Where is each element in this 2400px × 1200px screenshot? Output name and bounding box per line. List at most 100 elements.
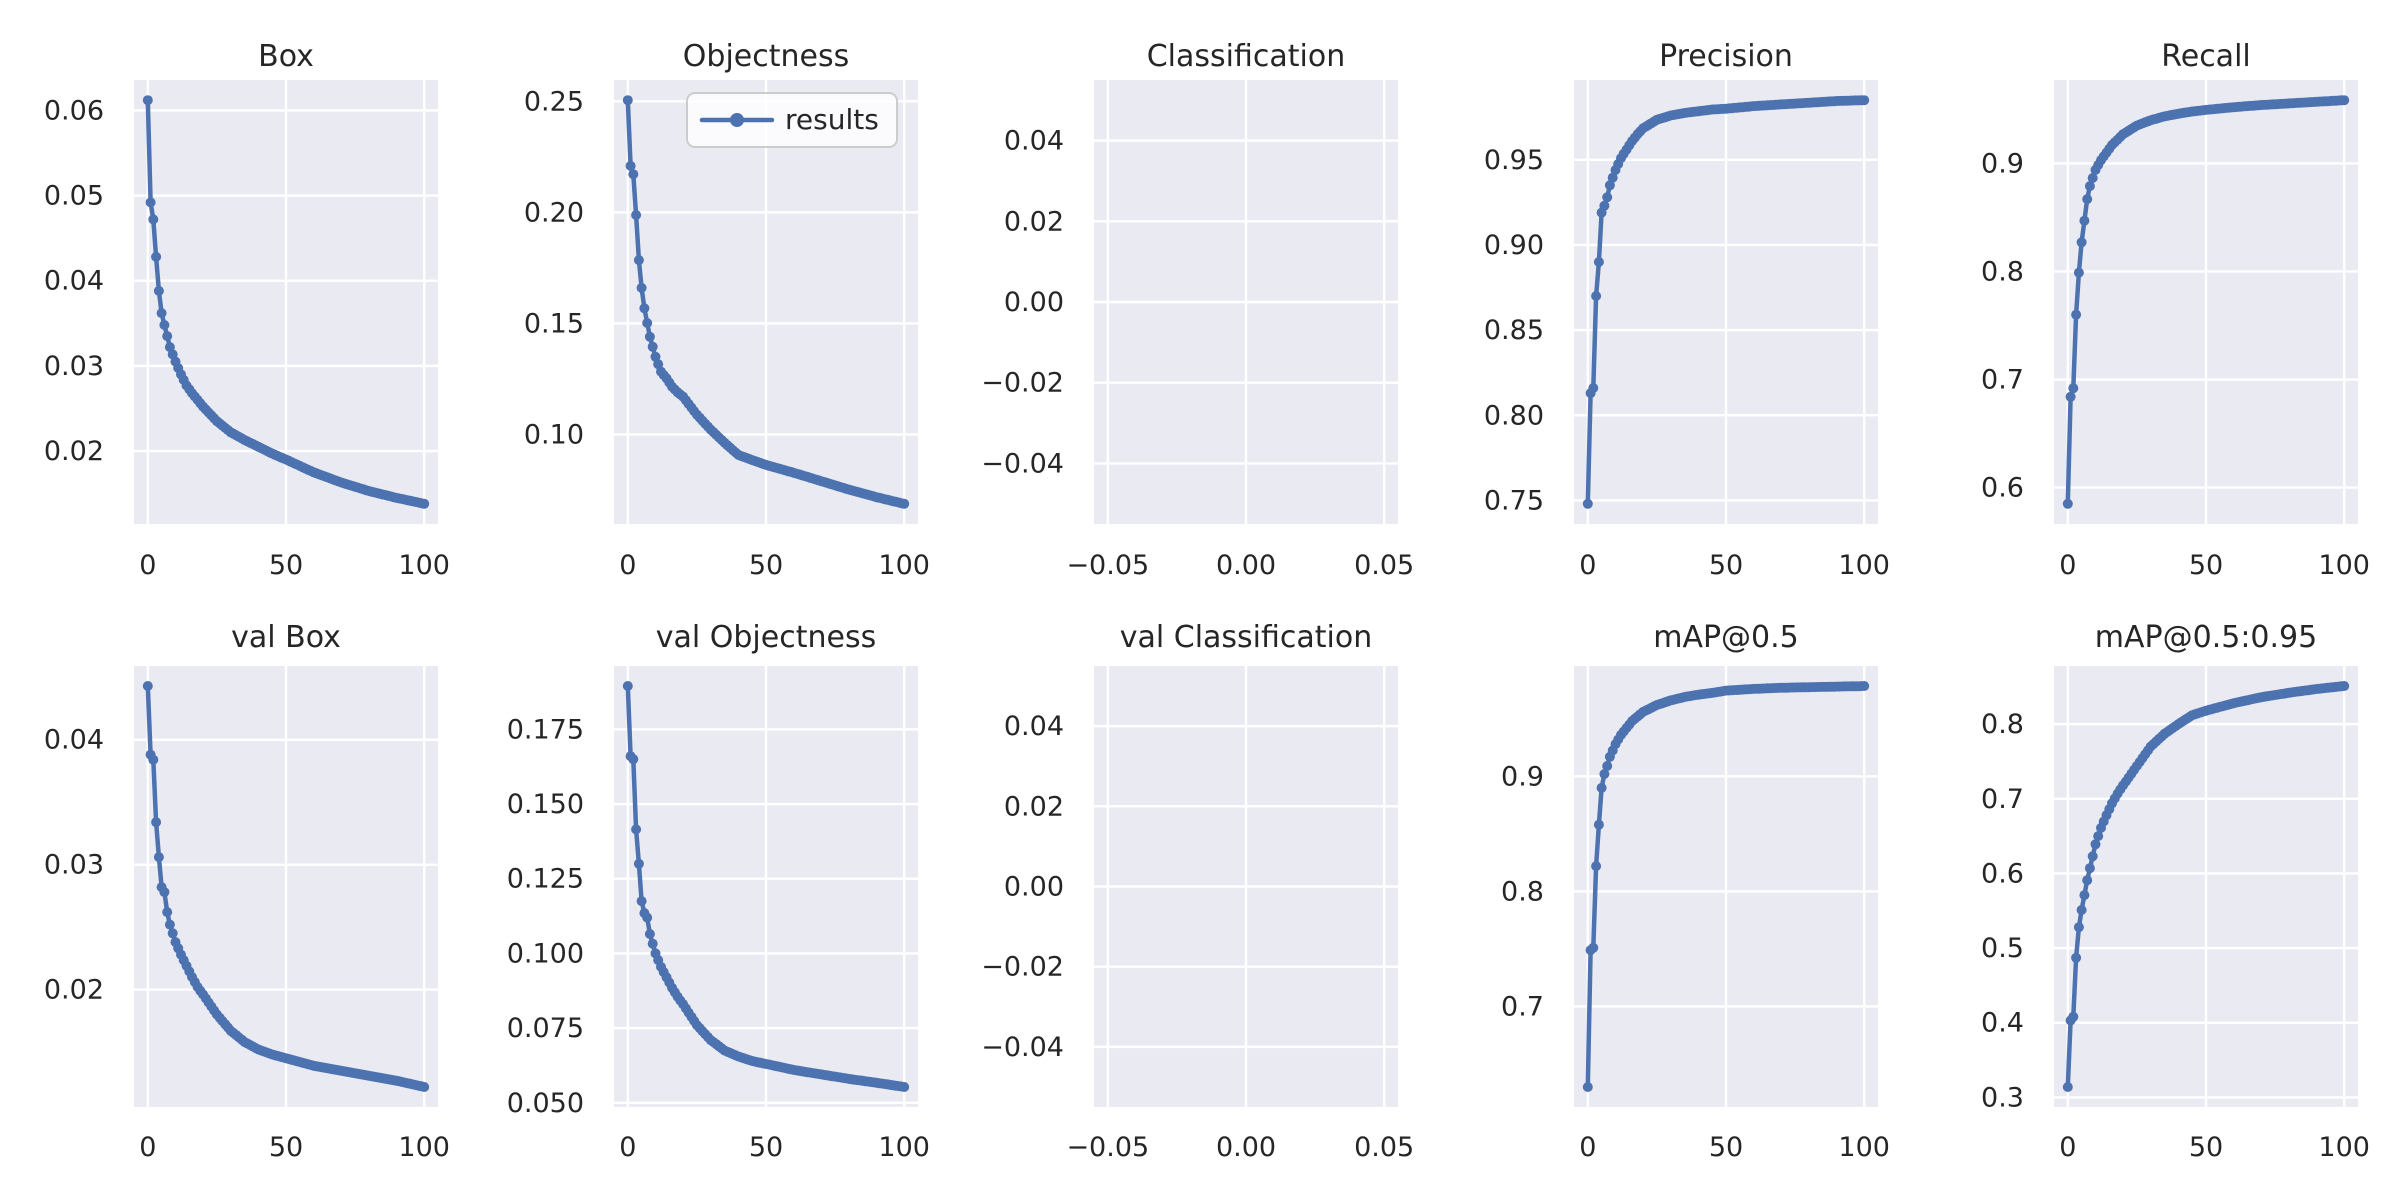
x-tick-label: −0.05 bbox=[1066, 550, 1149, 581]
series-marker bbox=[899, 498, 910, 509]
series-marker bbox=[2093, 831, 2104, 842]
x-tick-label: 0 bbox=[619, 1132, 636, 1163]
series-marker bbox=[2071, 309, 2082, 320]
series-marker bbox=[2087, 851, 2098, 862]
x-tick-label: 100 bbox=[878, 550, 930, 581]
x-tick-label: 100 bbox=[1838, 550, 1890, 581]
y-tick-label: 0.75 bbox=[1484, 485, 1544, 516]
series-marker bbox=[2062, 498, 2073, 509]
y-tick-label: 0.5 bbox=[1981, 933, 2024, 964]
series-marker bbox=[156, 308, 167, 319]
series-marker bbox=[151, 817, 162, 828]
subplot-val-classification: −0.05 0.00 0.05 −0.04 −0.02 0.00 0.02 0.04 val C… bbox=[960, 600, 1440, 1200]
series-marker bbox=[2068, 1011, 2079, 1022]
series-marker bbox=[153, 285, 164, 296]
series-marker bbox=[2084, 863, 2095, 874]
series-marker bbox=[142, 681, 153, 691]
series-marker bbox=[622, 681, 633, 691]
series-marker bbox=[159, 887, 170, 898]
series-marker bbox=[2087, 173, 2098, 183]
plot-title-box: Box bbox=[258, 39, 314, 74]
series-marker bbox=[1588, 942, 1599, 953]
legend-label: results bbox=[785, 103, 879, 136]
series-marker bbox=[622, 95, 633, 106]
y-tick-label: 0.06 bbox=[44, 95, 104, 126]
series-marker bbox=[2076, 905, 2087, 915]
plot-canvas-recall: 0 50 100 0.6 0.7 0.8 0.9 Recall bbox=[1981, 39, 2370, 581]
series-marker bbox=[145, 197, 156, 208]
series-marker bbox=[1599, 769, 1610, 779]
x-tick-label: 0 bbox=[2059, 1132, 2076, 1163]
series-marker bbox=[148, 754, 159, 765]
series-marker bbox=[1859, 681, 1870, 691]
y-tick-label: 0.05 bbox=[44, 181, 104, 212]
series-marker bbox=[2073, 267, 2084, 278]
series-marker bbox=[2339, 681, 2350, 691]
plot-canvas-box: 0 50 100 0.02 0.03 0.04 0.05 0.06 Box bbox=[44, 39, 450, 581]
y-tick-label: 0.6 bbox=[1981, 858, 2024, 889]
y-tick-label: 0.02 bbox=[1004, 206, 1064, 237]
legend-marker-icon bbox=[730, 113, 744, 127]
y-tick-label: 0.20 bbox=[524, 197, 584, 228]
plot-canvas-classification: −0.05 0.00 0.05 −0.04 −0.02 0.00 0.02 0.04 Class… bbox=[981, 39, 1414, 581]
y-tick-label: 0.7 bbox=[1981, 784, 2024, 815]
x-tick-label: 100 bbox=[398, 1132, 450, 1163]
y-tick-label: 0.04 bbox=[44, 725, 104, 756]
series-marker bbox=[2068, 383, 2079, 394]
series-marker bbox=[1859, 95, 1870, 106]
plot-canvas-val-classification: −0.05 0.00 0.05 −0.04 −0.02 0.00 0.02 0.04 val C… bbox=[981, 620, 1414, 1163]
series-marker bbox=[1588, 383, 1599, 393]
series-marker bbox=[148, 214, 159, 225]
x-tick-label: 50 bbox=[749, 550, 783, 581]
x-tick-label: 50 bbox=[1709, 1132, 1743, 1163]
x-tick-label: 50 bbox=[2189, 1132, 2223, 1163]
y-tick-label: 0.125 bbox=[507, 864, 584, 895]
series-marker bbox=[2090, 839, 2101, 850]
plot-title-classification: Classification bbox=[1147, 39, 1346, 74]
series-marker bbox=[167, 928, 178, 939]
x-tick-label: 0 bbox=[1579, 550, 1596, 581]
subplot-box: 0 50 100 0.02 0.03 0.04 0.05 0.06 Box bbox=[0, 0, 480, 600]
y-tick-label: 0.02 bbox=[44, 436, 104, 467]
series-marker bbox=[2339, 95, 2350, 106]
series-marker bbox=[899, 1082, 910, 1092]
y-tick-label: 0.15 bbox=[524, 308, 584, 339]
series-marker bbox=[2071, 952, 2082, 963]
x-tick-label: 0.00 bbox=[1216, 1132, 1276, 1163]
y-tick-label: 0.03 bbox=[44, 850, 104, 881]
plot-canvas-map50: 0 50 100 0.7 0.8 0.9 mAP@0.5 bbox=[1501, 620, 1890, 1163]
y-tick-label: 0.9 bbox=[1981, 148, 2024, 179]
subplot-recall: 0 50 100 0.6 0.7 0.8 0.9 Recall bbox=[1920, 0, 2400, 600]
x-tick-label: 50 bbox=[749, 1132, 783, 1163]
plot-canvas-objectness: 0 50 100 0.10 0.15 0.20 0.25 Objectness results bbox=[524, 39, 930, 581]
y-tick-label: 0.00 bbox=[1004, 872, 1064, 903]
y-tick-label: 0.4 bbox=[1981, 1008, 2024, 1039]
plot-title-objectness: Objectness bbox=[683, 39, 849, 74]
y-tick-label: 0.100 bbox=[507, 938, 584, 969]
y-tick-label: 0.8 bbox=[1501, 876, 1544, 907]
series-marker bbox=[642, 912, 653, 923]
x-tick-label: 100 bbox=[1838, 1132, 1890, 1163]
y-tick-label: −0.02 bbox=[981, 952, 1064, 983]
legend-box bbox=[686, 92, 898, 148]
x-tick-label: 50 bbox=[269, 550, 303, 581]
subplot-map50-95: 0 50 100 0.3 0.4 0.5 0.6 0.7 0.8 mAP@0.5:0.95 bbox=[1920, 600, 2400, 1200]
y-tick-label: 0.90 bbox=[1484, 230, 1544, 261]
series-marker bbox=[1582, 1082, 1593, 1092]
y-tick-label: 0.03 bbox=[44, 351, 104, 382]
series-marker bbox=[2084, 181, 2095, 192]
series-marker bbox=[1591, 291, 1602, 301]
y-tick-label: 0.95 bbox=[1484, 145, 1544, 176]
y-tick-label: 0.050 bbox=[507, 1088, 584, 1119]
legend: results bbox=[686, 92, 898, 148]
series-marker bbox=[647, 938, 658, 949]
series-marker bbox=[419, 498, 430, 509]
series-marker bbox=[1602, 192, 1613, 203]
series-marker bbox=[633, 858, 644, 869]
y-tick-label: 0.10 bbox=[524, 420, 584, 451]
x-tick-label: 100 bbox=[2318, 550, 2370, 581]
plot-title-map50-95: mAP@0.5:0.95 bbox=[2095, 620, 2317, 655]
plot-canvas-map50-95: 0 50 100 0.3 0.4 0.5 0.6 0.7 0.8 mAP@0.5:0.95 bbox=[1981, 620, 2370, 1163]
series-marker bbox=[164, 919, 175, 930]
series-marker bbox=[419, 1082, 430, 1092]
